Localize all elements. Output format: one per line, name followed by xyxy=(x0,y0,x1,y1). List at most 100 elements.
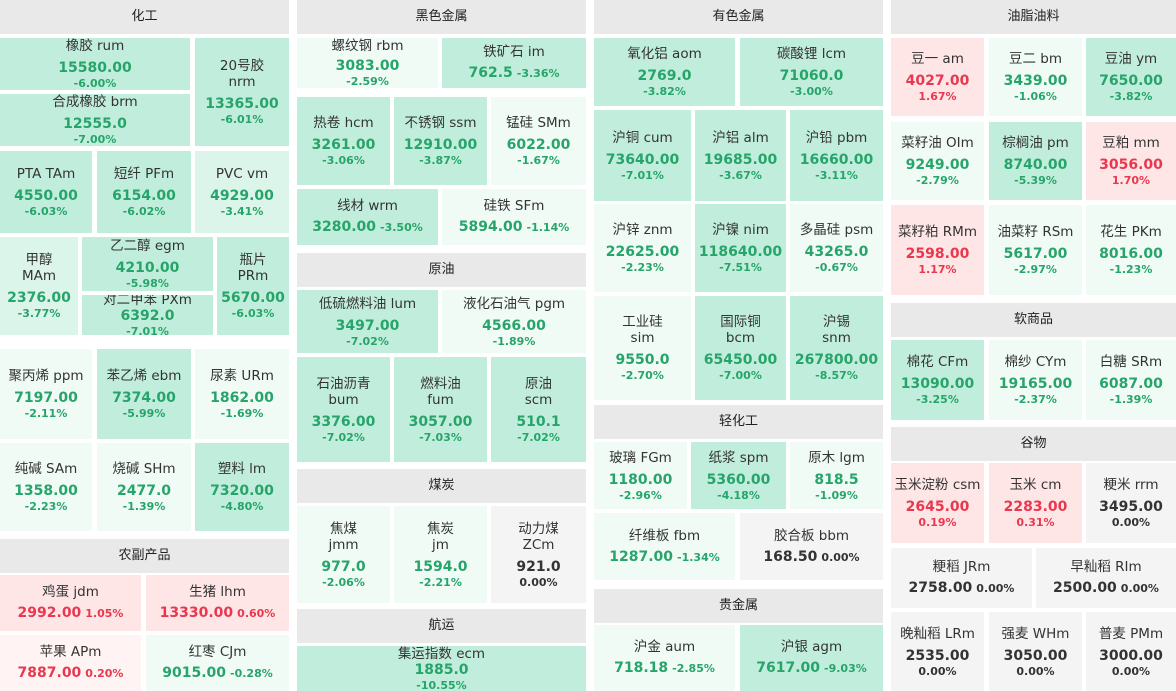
tile-aum[interactable]: 沪金 aum 718.18 -2.85% xyxy=(594,625,735,691)
tile-bcm[interactable]: 国际铜 bcm 65450.00 -7.00% xyxy=(695,296,786,400)
last-price: 762.5 xyxy=(468,65,513,81)
tile-hcm[interactable]: 热卷 hcm 3261.00 -3.06% xyxy=(297,97,390,185)
tile-rrm[interactable]: 粳米 rrm 3495.00 0.00% xyxy=(1086,463,1176,543)
tile-fbm[interactable]: 纤维板 fbm 1287.00 -1.34% xyxy=(594,513,735,580)
change-percent: 1.05% xyxy=(85,607,124,620)
tile-im[interactable]: 铁矿石 im 762.5 -3.36% xyxy=(442,38,586,88)
tile-MAm[interactable]: 甲醇 MAm 2376.00 -3.77% xyxy=(0,237,78,335)
tile-CJm[interactable]: 红枣 CJm 9015.00 -0.28% xyxy=(146,635,289,691)
tile-bbm[interactable]: 胶合板 bbm 168.50 0.00% xyxy=(740,513,883,580)
contract-name: 烧碱 SHm xyxy=(112,461,176,477)
tile-ssm[interactable]: 不锈钢 ssm 12910.00 -3.87% xyxy=(394,97,487,185)
tile-lm[interactable]: 塑料 lm 7320.00 -4.80% xyxy=(195,443,289,531)
contract-name: 棉花 CFm xyxy=(906,354,969,370)
tile-cm[interactable]: 玉米 cm 2283.00 0.31% xyxy=(989,463,1082,543)
tile-ZCm[interactable]: 动力煤 ZCm 921.0 0.00% xyxy=(491,506,586,603)
contract-name: 聚丙烯 ppm xyxy=(8,368,84,384)
tile-JRm[interactable]: 粳稻 JRm 2758.00 0.00% xyxy=(891,548,1032,608)
last-price: 2500.00 xyxy=(1053,580,1117,596)
tile-SHm[interactable]: 烧碱 SHm 2477.0 -1.39% xyxy=(97,443,191,531)
tile-OIm[interactable]: 菜籽油 OIm 9249.00 -2.79% xyxy=(891,122,984,200)
tile-snm[interactable]: 沪锡 snm 267800.00 -8.57% xyxy=(790,296,883,400)
contract-name: 豆油 ym xyxy=(1104,51,1158,67)
tile-ebm[interactable]: 苯乙烯 ebm 7374.00 -5.99% xyxy=(97,349,191,439)
tile-pbm[interactable]: 沪铅 pbm 16660.00 -3.11% xyxy=(790,110,883,201)
tile-SMm[interactable]: 锰硅 SMm 6022.00 -1.67% xyxy=(491,97,586,185)
last-price: 13365.00 xyxy=(205,96,279,112)
tile-pgm[interactable]: 液化石油气 pgm 4566.00 -1.89% xyxy=(442,290,586,353)
tile-lgm[interactable]: 原木 lgm 818.5 -1.09% xyxy=(790,442,883,509)
tile-PMm[interactable]: 普麦 PMm 3000.00 0.00% xyxy=(1086,612,1176,691)
contract-name: 燃料油 xyxy=(420,375,461,392)
tile-RIm[interactable]: 早籼稻 RIm 2500.00 0.00% xyxy=(1036,548,1176,608)
change-percent: -3.50% xyxy=(380,221,423,234)
tile-vm[interactable]: PVC vm 4929.00 -3.41% xyxy=(195,151,289,233)
tile-jmm[interactable]: 焦煤 jmm 977.0 -2.06% xyxy=(297,506,390,603)
tile-znm[interactable]: 沪锌 znm 22625.00 -2.23% xyxy=(594,204,691,292)
tile-aom[interactable]: 氧化铝 aom 2769.0 -3.82% xyxy=(594,38,735,106)
tile-PXm[interactable]: 对二甲苯 PXm 6392.0 -7.01% xyxy=(82,295,213,335)
tile-rum[interactable]: 橡胶 rum 15580.00 -6.00% xyxy=(0,38,190,90)
tile-lhm[interactable]: 生猪 lhm 13330.00 0.60% xyxy=(146,575,289,631)
tile-CYm[interactable]: 棉纱 CYm 19165.00 -2.37% xyxy=(989,340,1082,420)
tile-PRm[interactable]: 瓶片 PRm 5670.00 -6.03% xyxy=(217,237,289,335)
last-price: 6392.0 xyxy=(120,308,175,324)
tile-am[interactable]: 豆一 am 4027.00 1.67% xyxy=(891,38,984,116)
tile-SRm[interactable]: 白糖 SRm 6087.00 -1.39% xyxy=(1086,340,1176,420)
tile-scm[interactable]: 原油 scm 510.1 -7.02% xyxy=(491,357,586,462)
price-line: 5894.00 -1.14% xyxy=(459,217,570,236)
tile-APm[interactable]: 苹果 APm 7887.00 0.20% xyxy=(0,635,141,691)
tile-jdm[interactable]: 鸡蛋 jdm 2992.00 1.05% xyxy=(0,575,141,631)
tile-FGm[interactable]: 玻璃 FGm 1180.00 -2.96% xyxy=(594,442,687,509)
tile-lcm[interactable]: 碳酸锂 lcm 71060.0 -3.00% xyxy=(740,38,883,106)
tile-RMm[interactable]: 菜籽粕 RMm 2598.00 1.17% xyxy=(891,205,984,295)
last-price: 1594.0 xyxy=(413,558,468,575)
tile-jm[interactable]: 焦炭 jm 1594.0 -2.21% xyxy=(394,506,487,603)
tile-nim[interactable]: 沪镍 nim 118640.00 -7.51% xyxy=(695,204,786,292)
tile-agm[interactable]: 沪银 agm 7617.00 -9.03% xyxy=(740,625,883,691)
tile-SFm[interactable]: 硅铁 SFm 5894.00 -1.14% xyxy=(442,189,586,245)
tile-rbm[interactable]: 螺纹钢 rbm 3083.00 -2.59% xyxy=(297,38,438,88)
change-percent: -1.23% xyxy=(1109,263,1153,276)
tile-TAm[interactable]: PTA TAm 4550.00 -6.03% xyxy=(0,151,92,233)
tile-psm[interactable]: 多晶硅 psm 43265.0 -0.67% xyxy=(790,204,883,292)
tile-ym[interactable]: 豆油 ym 7650.00 -3.82% xyxy=(1086,38,1176,116)
tile-mm[interactable]: 豆粕 mm 3056.00 1.70% xyxy=(1086,122,1176,200)
tile-brm[interactable]: 合成橡胶 brm 12555.0 -7.00% xyxy=(0,94,190,146)
tile-ecm[interactable]: 集运指数 ecm 1885.0 -10.55% xyxy=(297,646,586,691)
tile-bm[interactable]: 豆二 bm 3439.00 -1.06% xyxy=(989,38,1082,116)
price-line: 1287.00 -1.34% xyxy=(609,547,720,566)
tile-wrm[interactable]: 线材 wrm 3280.00 -3.50% xyxy=(297,189,438,245)
tile-cum[interactable]: 沪铜 cum 73640.00 -7.01% xyxy=(594,110,691,201)
tile-RSm[interactable]: 油菜籽 RSm 5617.00 -2.97% xyxy=(989,205,1082,295)
change-percent: -7.01% xyxy=(126,325,169,335)
tile-URm[interactable]: 尿素 URm 1862.00 -1.69% xyxy=(195,349,289,439)
last-price: 3280.00 xyxy=(312,219,377,235)
tile-alm[interactable]: 沪铝 alm 19685.00 -3.67% xyxy=(695,110,786,201)
contract-name: 低硫燃料油 lum xyxy=(318,295,417,312)
last-price: 2769.0 xyxy=(637,68,692,84)
tile-egm[interactable]: 乙二醇 egm 4210.00 -5.98% xyxy=(82,237,213,291)
tile-WHm[interactable]: 强麦 WHm 3050.00 0.00% xyxy=(989,612,1082,691)
tile-spm[interactable]: 纸浆 spm 5360.00 -4.18% xyxy=(691,442,786,509)
price-line: 2992.00 1.05% xyxy=(18,603,124,622)
tile-ppm[interactable]: 聚丙烯 ppm 7197.00 -2.11% xyxy=(0,349,92,439)
change-percent: -7.01% xyxy=(621,168,664,182)
tile-csm[interactable]: 玉米淀粉 csm 2645.00 0.19% xyxy=(891,463,984,543)
tile-sim[interactable]: 工业硅 sim 9550.0 -2.70% xyxy=(594,296,691,400)
tile-pm[interactable]: 棕榈油 pm 8740.00 -5.39% xyxy=(989,122,1082,200)
tile-lum[interactable]: 低硫燃料油 lum 3497.00 -7.02% xyxy=(297,290,438,353)
tile-CFm[interactable]: 棉花 CFm 13090.00 -3.25% xyxy=(891,340,984,420)
tile-PKm[interactable]: 花生 PKm 8016.00 -1.23% xyxy=(1086,205,1176,295)
section-header-grains: 谷物 xyxy=(891,427,1176,461)
section-header-coal: 煤炭 xyxy=(297,469,586,503)
tile-LRm[interactable]: 晚籼稻 LRm 2535.00 0.00% xyxy=(891,612,984,691)
change-percent: -6.02% xyxy=(122,205,166,218)
contract-name: 集运指数 ecm xyxy=(397,646,486,662)
tile-bum[interactable]: 石油沥青 bum 3376.00 -7.02% xyxy=(297,357,390,462)
tile-nrm[interactable]: 20号胶 nrm 13365.00 -6.01% xyxy=(195,38,289,146)
tile-fum[interactable]: 燃料油 fum 3057.00 -7.03% xyxy=(394,357,487,462)
tile-SAm[interactable]: 纯碱 SAm 1358.00 -2.23% xyxy=(0,443,92,531)
last-price: 818.5 xyxy=(814,471,859,488)
tile-PFm[interactable]: 短纤 PFm 6154.00 -6.02% xyxy=(97,151,191,233)
